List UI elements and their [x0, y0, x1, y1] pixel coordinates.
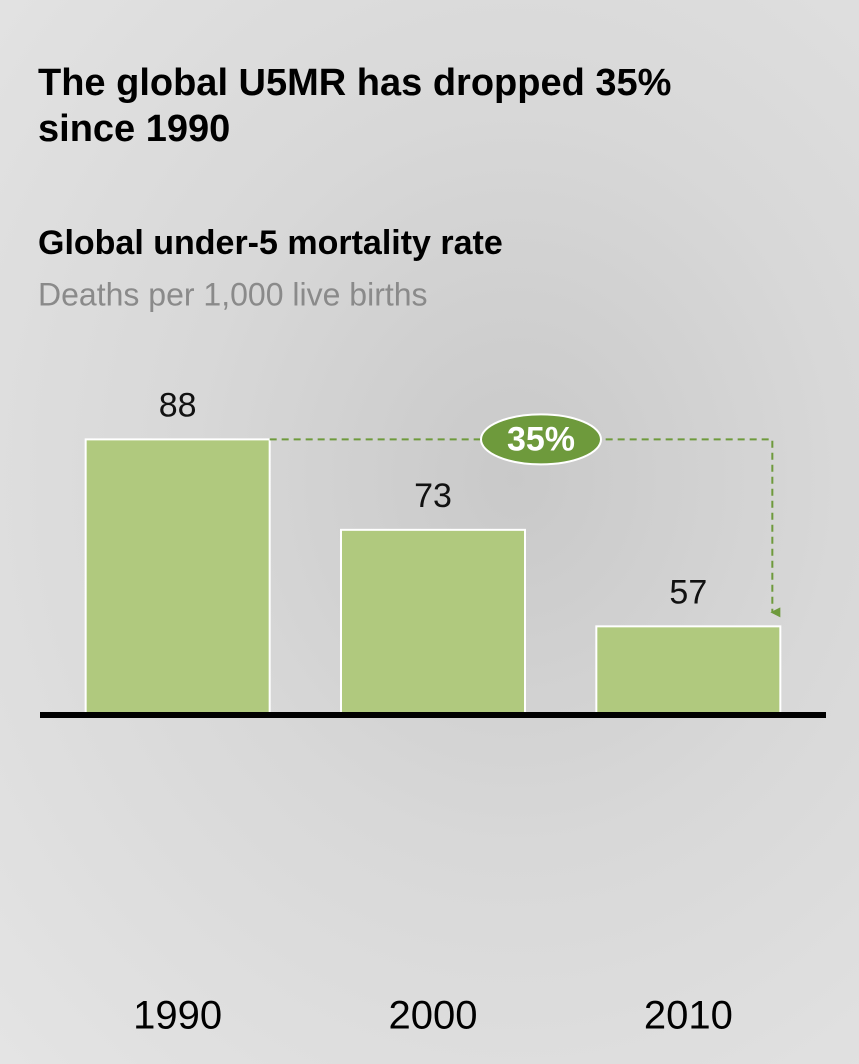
annotation-badge	[480, 413, 602, 466]
bar	[595, 625, 782, 717]
chart-title: Global under-5 mortality rate	[38, 224, 503, 262]
chart-subtitle: Deaths per 1,000 live births	[38, 276, 428, 312]
headline: The global U5MR has dropped 35% since 19…	[38, 62, 672, 150]
value-label: 73	[414, 477, 452, 515]
bar	[340, 528, 526, 716]
annotation-label: 35%	[507, 420, 575, 458]
bar	[84, 438, 271, 716]
x-tick-label: 2010	[644, 994, 733, 1038]
value-label: 57	[669, 573, 707, 611]
value-label: 88	[159, 386, 197, 424]
x-tick-label: 2000	[389, 994, 478, 1038]
x-tick-label: 1990	[133, 994, 222, 1038]
annotation-arrow	[269, 438, 781, 618]
